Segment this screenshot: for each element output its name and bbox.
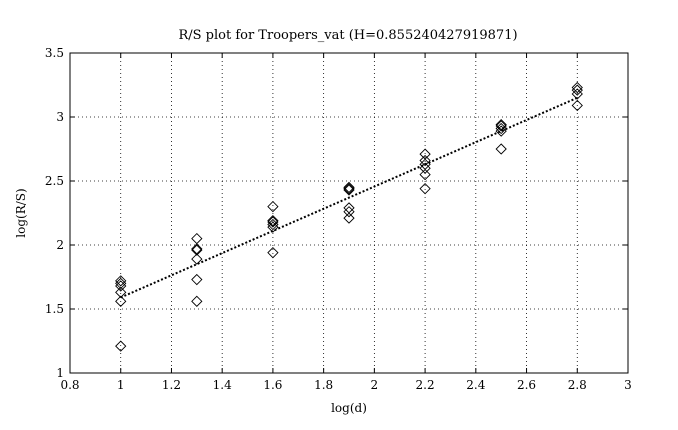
data-point (419, 168, 431, 181)
data-point (115, 280, 127, 292)
data-point (571, 88, 583, 100)
data-point (191, 295, 203, 307)
x-tick-label: 1.6 (263, 378, 282, 392)
x-tick-label: 2 (371, 378, 379, 392)
y-tick-label: 1.5 (45, 302, 64, 316)
data-point (267, 216, 279, 228)
y-tick-label: 3.5 (45, 46, 64, 60)
x-tick-label: 1.2 (162, 378, 181, 392)
x-tick-label: 2.8 (568, 378, 587, 392)
data-point (343, 202, 355, 214)
data-point (495, 119, 507, 131)
plot-frame (69, 52, 629, 374)
data-point (571, 84, 583, 96)
data-point (115, 295, 127, 307)
data-point (419, 154, 431, 167)
data-point (495, 122, 507, 135)
x-tick-label: 0.8 (60, 378, 79, 392)
y-tick-label: 3 (56, 110, 64, 124)
chart-title: R/S plot for Troopers_vat (H=0.855240427… (178, 28, 517, 43)
data-point (267, 221, 279, 233)
y-axis-label: log(R/S) (14, 188, 28, 237)
x-axis-label: log(d) (331, 401, 367, 415)
x-tick-label: 1 (117, 378, 125, 392)
x-tick-label: 2.4 (466, 378, 485, 392)
data-point (267, 218, 279, 231)
data-point (115, 275, 127, 287)
x-tick-label: 2.2 (416, 378, 435, 392)
data-point (571, 99, 583, 112)
data-point (267, 215, 279, 227)
tick-layer: 0.8 1 1.2 1.4 1.6 1.8 2 2.2 2.4 2.6 2.8 311.522.533… (45, 46, 632, 392)
data-point (115, 286, 127, 298)
data-point (191, 232, 203, 245)
y-tick-label: 2 (56, 238, 64, 252)
data-point (191, 273, 203, 286)
data-point (343, 183, 355, 195)
fit-line-layer (120, 96, 578, 299)
y-tick-label: 2.5 (45, 174, 64, 188)
data-point (419, 162, 431, 174)
data-point (343, 181, 355, 194)
data-point (495, 143, 507, 155)
data-point (191, 253, 203, 265)
fit-line (120, 96, 578, 299)
x-tick-label: 3 (624, 378, 632, 392)
data-point (419, 183, 431, 195)
data-point (571, 81, 583, 94)
x-tick-label: 1.8 (314, 378, 333, 392)
data-point (115, 340, 127, 352)
data-point (343, 212, 355, 224)
x-tick-label: 2.6 (517, 378, 536, 392)
data-point (267, 200, 279, 213)
data-point (495, 120, 507, 132)
data-point (115, 277, 127, 290)
data-point (267, 247, 279, 259)
data-point (343, 184, 355, 196)
data-points-layer (115, 81, 583, 352)
grid-layer (70, 53, 628, 373)
x-tick-label: 1.4 (213, 378, 232, 392)
data-point (191, 244, 203, 256)
data-point (343, 206, 355, 218)
data-point (495, 125, 507, 137)
y-tick-label: 1 (56, 366, 64, 380)
